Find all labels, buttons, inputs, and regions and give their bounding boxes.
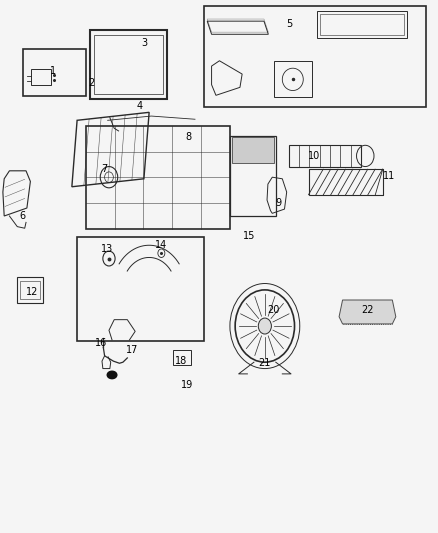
Text: 6: 6 — [19, 211, 25, 221]
Circle shape — [258, 318, 272, 334]
Bar — [204, 6, 426, 107]
Bar — [320, 14, 404, 35]
Bar — [173, 350, 191, 365]
Text: 15: 15 — [243, 231, 255, 241]
Bar — [22, 49, 86, 96]
Bar — [289, 146, 361, 166]
Text: 19: 19 — [181, 380, 193, 390]
Bar — [308, 169, 383, 195]
Text: 18: 18 — [175, 356, 187, 366]
Bar — [90, 30, 166, 99]
Bar — [86, 126, 230, 229]
Bar — [317, 11, 407, 38]
Text: 21: 21 — [258, 358, 270, 368]
Ellipse shape — [107, 371, 117, 378]
Text: 10: 10 — [308, 151, 320, 161]
Polygon shape — [339, 300, 396, 324]
Text: 7: 7 — [102, 164, 108, 174]
Text: 4: 4 — [137, 101, 143, 111]
Text: 11: 11 — [383, 171, 396, 181]
Text: 9: 9 — [275, 198, 281, 208]
Text: 13: 13 — [101, 244, 113, 254]
Text: 5: 5 — [286, 19, 292, 29]
Bar — [274, 61, 312, 98]
Text: 8: 8 — [185, 132, 191, 142]
Bar — [94, 35, 163, 94]
Text: 2: 2 — [88, 78, 95, 88]
Bar — [232, 138, 274, 163]
Text: 1: 1 — [50, 66, 56, 76]
Text: 20: 20 — [267, 305, 280, 315]
Text: 12: 12 — [26, 287, 39, 297]
Bar — [31, 69, 51, 85]
Bar — [230, 136, 276, 216]
Text: 22: 22 — [361, 305, 374, 315]
Text: 14: 14 — [155, 240, 167, 250]
Bar — [20, 281, 40, 300]
Text: 17: 17 — [126, 345, 138, 356]
Text: 3: 3 — [142, 38, 148, 47]
Bar — [17, 277, 42, 303]
Text: 16: 16 — [95, 337, 107, 348]
Bar — [77, 237, 204, 341]
